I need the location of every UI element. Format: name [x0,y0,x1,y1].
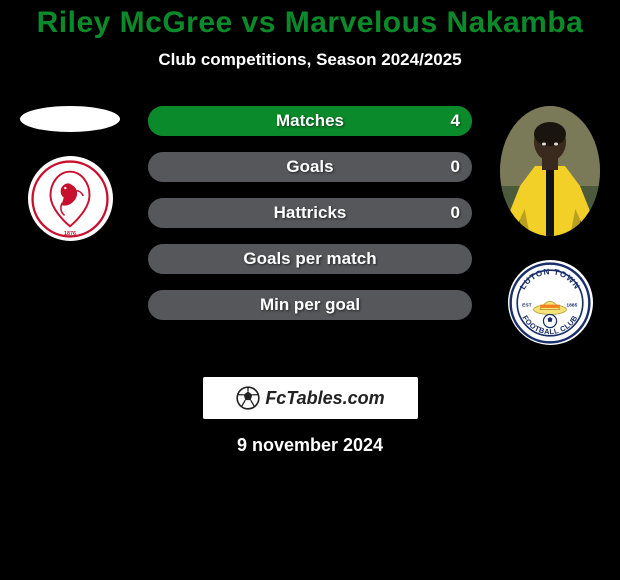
stat-label: Hattricks [274,203,347,223]
page-title: Riley McGree vs Marvelous Nakamba [0,0,620,40]
stat-bar: Hattricks 0 [148,198,472,228]
luton-icon: LUTON TOWN FOOTBALL CLUB EST 1885 [509,262,591,344]
stat-value-right: 0 [451,203,460,223]
stat-label: Matches [276,111,344,131]
player-left-photo [20,106,120,132]
svg-text:1876: 1876 [64,230,76,236]
stat-label: Goals per match [243,249,376,269]
svg-text:1885: 1885 [566,302,577,308]
club-badge-left: 1876 [28,156,113,241]
player-right-illustration [500,106,600,236]
club-badge-right: LUTON TOWN FOOTBALL CLUB EST 1885 [508,260,593,345]
stat-bar: Matches 4 [148,106,472,136]
footer-brand-badge: FcTables.com [203,377,418,419]
comparison-content: 1876 Matches 4 Goals 0 Hattricks 0 Goals per m… [0,106,620,345]
player-right-column: LUTON TOWN FOOTBALL CLUB EST 1885 [490,106,610,345]
player-right-photo [500,106,600,236]
comparison-date: 9 november 2024 [0,435,620,456]
stat-bar: Min per goal [148,290,472,320]
stat-bars: Matches 4 Goals 0 Hattricks 0 Goals per match M… [130,106,490,320]
svg-text:EST: EST [522,302,532,308]
footer-brand-text: FcTables.com [265,388,384,409]
middlesbrough-icon: 1876 [31,160,109,238]
stat-label: Goals [286,157,333,177]
stat-value-right: 4 [451,111,460,131]
player-left-column: 1876 [10,106,130,241]
stat-label: Min per goal [260,295,360,315]
subtitle: Club competitions, Season 2024/2025 [0,50,620,70]
stat-bar: Goals 0 [148,152,472,182]
stat-bar: Goals per match [148,244,472,274]
soccer-ball-icon [235,385,261,411]
stat-value-right: 0 [451,157,460,177]
